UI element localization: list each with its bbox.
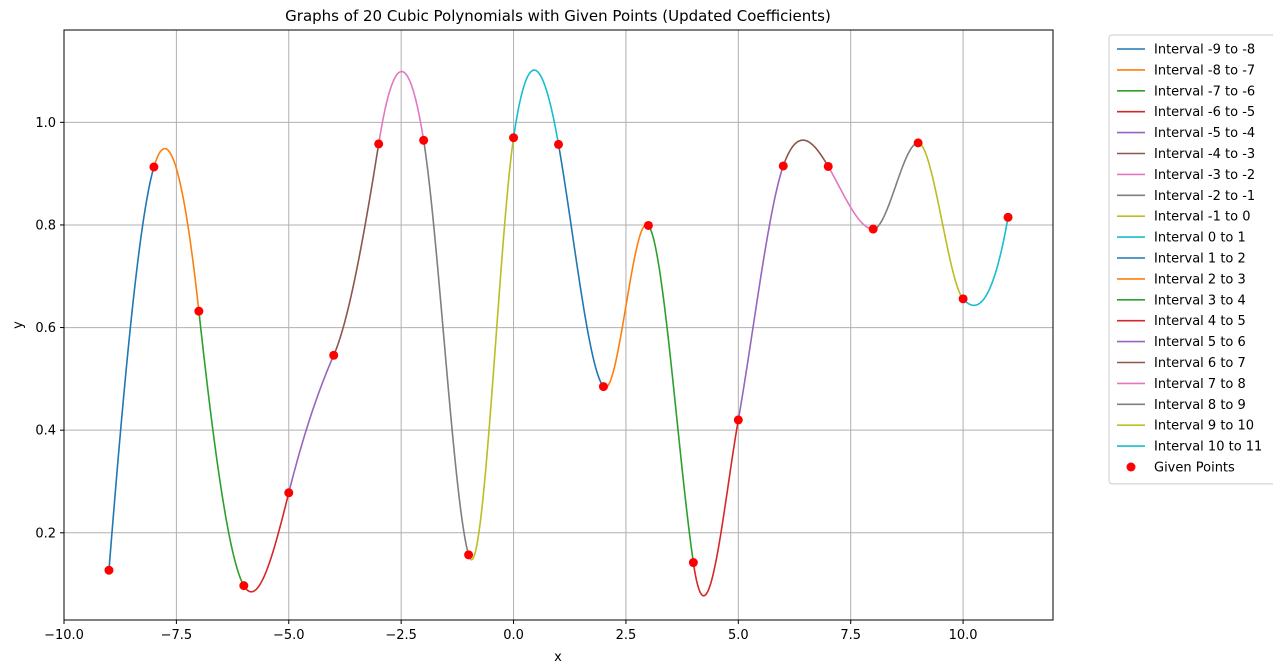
given-point <box>284 488 294 498</box>
y-axis: 0.2 0.4 0.6 0.8 1.0 <box>35 116 64 541</box>
legend-label: Interval -8 to -7 <box>1154 63 1255 78</box>
series-line-16 <box>782 139 829 167</box>
legend-label: Interval -3 to -2 <box>1154 168 1255 183</box>
legend-label: Interval 6 to 7 <box>1154 356 1246 371</box>
legend-label: Interval 1 to 2 <box>1154 252 1246 267</box>
series-line-19 <box>918 142 964 300</box>
series-line-5 <box>287 354 335 493</box>
x-tick-label: −7.5 <box>161 628 193 643</box>
x-tick-label: 7.5 <box>840 628 861 643</box>
x-tick-label: 0.0 <box>503 628 524 643</box>
legend-label: Interval 3 to 4 <box>1154 293 1246 308</box>
given-point <box>778 161 788 171</box>
y-axis-label: y <box>11 321 26 329</box>
x-axis: −10.0 −7.5 −5.0 −2.5 0.0 2.5 5.0 7.5 10.0 <box>44 620 978 643</box>
legend-label: Interval -9 to -8 <box>1154 43 1255 58</box>
given-point <box>464 550 474 560</box>
series-line-12 <box>602 223 649 389</box>
given-points <box>104 133 1013 591</box>
given-point <box>554 139 563 149</box>
series-line-15 <box>737 165 785 421</box>
legend-label: Interval -7 to -6 <box>1154 84 1255 99</box>
y-tick-label: 1.0 <box>35 116 56 131</box>
x-tick-label: 2.5 <box>616 628 637 643</box>
legend-label: Interval 0 to 1 <box>1154 231 1246 246</box>
series-line-7 <box>377 70 425 145</box>
legend-label-points: Given Points <box>1154 461 1235 476</box>
series-line-4 <box>243 492 290 593</box>
given-point <box>194 306 204 316</box>
given-point <box>419 135 429 145</box>
series-line-6 <box>332 143 380 356</box>
legend-label: Interval 2 to 3 <box>1154 272 1246 287</box>
legend-label: Interval -2 to -1 <box>1154 189 1255 204</box>
given-point <box>688 558 698 568</box>
given-point <box>374 139 384 149</box>
series-line-2 <box>153 147 200 312</box>
x-axis-label: x <box>554 650 562 665</box>
given-point <box>104 565 114 575</box>
given-point <box>958 294 968 304</box>
y-tick-label: 0.4 <box>35 424 56 439</box>
given-point <box>598 382 608 392</box>
given-point <box>733 415 743 425</box>
given-point <box>1003 212 1013 222</box>
given-point <box>868 224 878 234</box>
x-tick-label: −10.0 <box>44 628 84 643</box>
legend-swatch-points <box>1126 462 1136 472</box>
series-lines <box>108 69 1009 597</box>
legend-label: Interval 9 to 10 <box>1154 419 1254 434</box>
series-line-9 <box>467 137 515 561</box>
given-point <box>643 220 653 230</box>
legend-box <box>1108 34 1273 485</box>
given-point <box>239 581 249 591</box>
given-point <box>329 350 339 360</box>
given-point <box>913 138 923 148</box>
legend-label: Interval -5 to -4 <box>1154 126 1255 141</box>
legend-label: Interval 7 to 8 <box>1154 377 1246 392</box>
x-tick-label: 10.0 <box>949 628 978 643</box>
x-tick-label: −2.5 <box>385 628 417 643</box>
series-line-10 <box>512 69 560 145</box>
series-line-11 <box>557 144 605 388</box>
x-tick-label: −5.0 <box>273 628 305 643</box>
gridlines <box>63 30 1053 620</box>
given-point <box>149 162 159 172</box>
series-line-8 <box>422 140 470 556</box>
series-line-17 <box>827 166 874 230</box>
y-tick-label: 0.6 <box>35 321 56 336</box>
chart-title: Graphs of 20 Cubic Polynomials with Give… <box>285 7 831 25</box>
legend-label: Interval 8 to 9 <box>1154 398 1246 413</box>
series-line-20 <box>962 217 1009 307</box>
legend-label: Interval -1 to 0 <box>1154 210 1250 225</box>
y-tick-label: 0.2 <box>35 526 56 541</box>
y-tick-label: 0.8 <box>35 218 56 233</box>
series-line-13 <box>647 224 695 563</box>
x-tick-label: 5.0 <box>728 628 749 643</box>
legend-label: Interval -4 to -3 <box>1154 147 1255 162</box>
legend-label: Interval 10 to 11 <box>1154 440 1262 455</box>
series-line-14 <box>692 419 740 597</box>
given-point <box>823 161 833 171</box>
legend-label: Interval 5 to 6 <box>1154 335 1246 350</box>
series-line-18 <box>873 142 919 230</box>
legend-label: Interval -6 to -5 <box>1154 105 1255 120</box>
series-line-3 <box>198 311 245 587</box>
legend-label: Interval 4 to 5 <box>1154 314 1246 329</box>
legend: Interval -9 to -8 Interval -8 to -7 Interv… <box>1108 34 1273 485</box>
given-point <box>509 133 519 143</box>
plot-frame <box>63 29 1054 621</box>
series-line-1 <box>108 166 155 571</box>
